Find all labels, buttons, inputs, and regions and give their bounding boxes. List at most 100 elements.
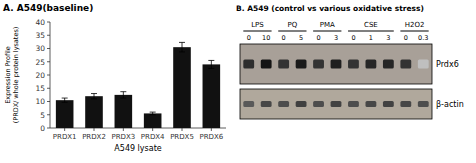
x-tick xyxy=(64,128,65,131)
bar xyxy=(144,113,162,128)
error-cap xyxy=(179,51,185,52)
band xyxy=(261,101,272,107)
row-label: Prdx6 xyxy=(436,60,459,69)
error-cap xyxy=(179,42,185,43)
bar xyxy=(85,96,103,128)
error-bar xyxy=(62,98,68,102)
y-tick xyxy=(47,101,50,102)
group-line xyxy=(348,31,394,32)
dose-label: 1 xyxy=(369,34,373,42)
band xyxy=(400,60,411,69)
x-label: A549 lysate xyxy=(114,144,161,153)
band xyxy=(313,101,324,107)
error-cap xyxy=(120,91,126,92)
y-tick-label: 25 xyxy=(35,58,45,67)
dose-label: 3 xyxy=(386,34,390,42)
error-cap xyxy=(120,98,126,99)
y-tick-label: 35 xyxy=(35,31,45,40)
group-label: PQ xyxy=(287,21,297,29)
blot-strip xyxy=(240,44,432,84)
error-cap xyxy=(62,102,68,103)
y-tick xyxy=(47,61,50,62)
band xyxy=(365,101,376,107)
group-line xyxy=(278,31,306,32)
band xyxy=(278,101,289,107)
x-tick-label: PRDX4 xyxy=(141,133,165,141)
error-bar xyxy=(179,42,185,52)
band xyxy=(400,101,411,107)
bars xyxy=(56,42,220,128)
group-label: LPS xyxy=(251,21,264,29)
band xyxy=(418,101,429,107)
error-bar xyxy=(150,112,156,115)
error-bar xyxy=(120,92,126,98)
y-label: Expression Profile(PRDX/ whole protein l… xyxy=(4,27,20,124)
error-cap xyxy=(62,98,68,99)
dose-label: 10 xyxy=(262,34,270,42)
y-tick xyxy=(47,75,50,76)
group-label: PMA xyxy=(320,21,335,29)
x-tick-label: PRDX2 xyxy=(82,133,106,141)
error-line xyxy=(123,92,124,98)
band xyxy=(278,60,289,69)
y-label-line: Expression Profile xyxy=(4,46,12,104)
group-line xyxy=(400,31,428,32)
x-tick xyxy=(94,128,95,131)
y-axis xyxy=(50,22,51,128)
x-tick-label: PRDX3 xyxy=(111,133,135,141)
error-line xyxy=(64,98,65,102)
dose-label: 0 xyxy=(282,34,286,42)
bar xyxy=(173,47,191,128)
group-label: H2O2 xyxy=(405,21,425,29)
error-cap xyxy=(91,98,97,99)
dose-label: 0.3 xyxy=(418,34,428,42)
group-line xyxy=(313,31,341,32)
title: A. A549(baseline) xyxy=(3,3,93,13)
band xyxy=(243,101,254,107)
figure: A. A549(baseline)0510152025303540PRDX1PR… xyxy=(0,0,476,163)
band xyxy=(313,60,324,69)
y-label-line: (PRDX/ whole protein lysates) xyxy=(12,27,20,124)
error-bar xyxy=(91,94,97,99)
band xyxy=(296,60,307,69)
row-label: β-actin xyxy=(436,100,464,109)
bar xyxy=(115,95,133,128)
error-line xyxy=(94,94,95,99)
dose-label: 3 xyxy=(334,34,338,42)
error-cap xyxy=(91,93,97,94)
band xyxy=(261,60,272,69)
y-tick xyxy=(47,128,50,129)
error-cap xyxy=(150,114,156,115)
error-cap xyxy=(150,112,156,113)
band xyxy=(331,60,342,69)
panel-bar: A. A549(baseline)0510152025303540PRDX1PR… xyxy=(3,3,226,153)
dose-label: 0 xyxy=(247,34,251,42)
group-label: CSE xyxy=(364,21,378,29)
band xyxy=(383,101,394,107)
band xyxy=(348,60,359,69)
y-tick-label: 0 xyxy=(40,124,45,133)
x-tick xyxy=(211,128,212,131)
bar xyxy=(56,100,74,128)
y-tick xyxy=(47,48,50,49)
dose-label: 0 xyxy=(404,34,408,42)
band xyxy=(365,60,376,69)
y-tick-label: 15 xyxy=(35,84,45,93)
group-line xyxy=(243,31,271,32)
band xyxy=(296,101,307,107)
y-tick xyxy=(47,35,50,36)
error-line xyxy=(182,42,183,52)
y-tick xyxy=(47,22,50,23)
y-tick-label: 20 xyxy=(35,71,45,80)
error-line xyxy=(211,60,212,68)
y-tick xyxy=(47,114,50,115)
blot-strip xyxy=(240,89,432,119)
y-tick-label: 40 xyxy=(35,18,45,27)
dose-label: 0 xyxy=(351,34,355,42)
title: B. A549 (control vs various oxidative st… xyxy=(236,4,424,13)
panel-blot: B. A549 (control vs various oxidative st… xyxy=(236,4,464,119)
error-bar xyxy=(208,60,214,68)
x-tick xyxy=(182,128,183,131)
error-cap xyxy=(208,68,214,69)
x-tick-label: PRDX6 xyxy=(199,133,223,141)
